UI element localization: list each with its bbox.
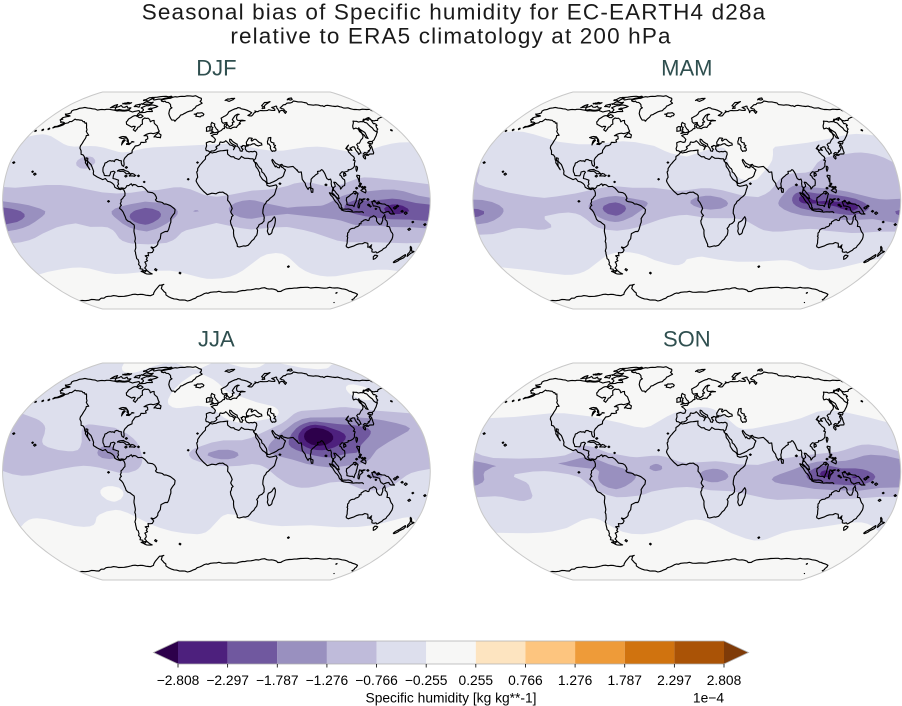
svg-text:0.766: 0.766 xyxy=(508,673,543,688)
svg-text:−0.255: −0.255 xyxy=(405,673,448,688)
svg-text:MAM: MAM xyxy=(661,56,712,81)
svg-text:1.787: 1.787 xyxy=(607,673,642,688)
svg-text:1e−4: 1e−4 xyxy=(693,691,724,706)
svg-text:1.276: 1.276 xyxy=(558,673,593,688)
svg-text:DJF: DJF xyxy=(196,56,236,81)
svg-text:−2.297: −2.297 xyxy=(206,673,249,688)
svg-text:Specific humidity [kg kg**-1]: Specific humidity [kg kg**-1] xyxy=(366,691,537,706)
svg-text:0.255: 0.255 xyxy=(459,673,494,688)
svg-text:SON: SON xyxy=(663,327,711,352)
svg-text:relative to ERA5 climatology a: relative to ERA5 climatology at 200 hPa xyxy=(230,24,671,49)
svg-text:−1.787: −1.787 xyxy=(256,673,299,688)
svg-text:−2.808: −2.808 xyxy=(157,673,200,688)
svg-text:JJA: JJA xyxy=(198,327,235,352)
svg-text:2.808: 2.808 xyxy=(707,673,742,688)
svg-text:Seasonal bias of Specific humi: Seasonal bias of Specific humidity for E… xyxy=(142,0,767,25)
svg-text:2.297: 2.297 xyxy=(657,673,692,688)
svg-text:−0.766: −0.766 xyxy=(355,673,398,688)
svg-text:−1.276: −1.276 xyxy=(306,673,349,688)
